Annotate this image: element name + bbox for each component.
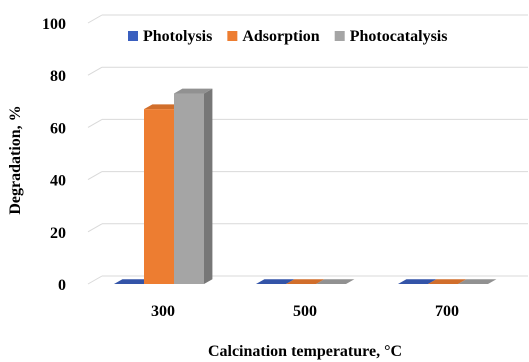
gridline-side — [87, 275, 103, 285]
legend-label: Photocatalysis — [350, 28, 448, 45]
legend-item-photolysis: Photolysis — [128, 28, 212, 45]
gridline-side — [87, 14, 103, 24]
bar-top — [256, 279, 295, 284]
bar-top — [174, 88, 213, 94]
y-tick-label: 60 — [50, 120, 66, 137]
legend-item-adsorption: Adsorption — [227, 28, 320, 45]
legend-label: Photolysis — [143, 28, 212, 45]
bar-top — [286, 279, 325, 284]
y-axis-ticks: 0 20 40 60 80 100 — [42, 16, 66, 294]
x-tick-label: 700 — [435, 303, 459, 320]
x-axis-ticks: 300 500 700 — [151, 303, 459, 320]
gridline-side — [87, 66, 103, 76]
gridline-side — [87, 118, 103, 128]
bar-adsorption-500 — [286, 279, 325, 284]
bar-top — [316, 279, 355, 284]
y-tick-label: 100 — [42, 16, 66, 33]
bar-top — [144, 104, 183, 110]
bar-top — [428, 279, 467, 284]
x-axis-title: Calcination temperature, °C — [208, 343, 402, 360]
bar-front — [144, 109, 174, 284]
bar-top — [458, 279, 497, 284]
bars — [114, 88, 497, 284]
x-tick-label: 300 — [151, 303, 175, 320]
bar-side — [204, 88, 213, 284]
legend-item-photocatalysis: Photocatalysis — [334, 28, 448, 45]
y-tick-label: 0 — [58, 277, 66, 294]
legend: Photolysis Adsorption Photocatalysis — [128, 28, 447, 45]
y-tick-label: 80 — [50, 68, 66, 85]
bar-photolysis-300 — [114, 279, 153, 284]
bar-photocatalysis-700 — [458, 279, 497, 284]
legend-swatch — [334, 31, 345, 41]
y-tick-label: 40 — [50, 173, 66, 190]
gridline-side — [87, 223, 103, 233]
bar-adsorption-700 — [428, 279, 467, 284]
y-tick-label: 20 — [50, 225, 66, 242]
bar-top — [398, 279, 437, 284]
y-axis-title: Degradation, % — [7, 105, 24, 214]
legend-swatch — [128, 31, 138, 41]
bar-photocatalysis-500 — [316, 279, 355, 284]
bar-photolysis-500 — [256, 279, 295, 284]
gridline-side — [87, 171, 103, 181]
bar-photocatalysis-300 — [174, 88, 213, 284]
legend-label: Adsorption — [242, 28, 319, 45]
bar-top — [114, 279, 153, 284]
bar-front — [174, 93, 204, 284]
legend-swatch — [227, 31, 238, 41]
bar-photolysis-700 — [398, 279, 437, 284]
x-tick-label: 500 — [293, 303, 317, 320]
